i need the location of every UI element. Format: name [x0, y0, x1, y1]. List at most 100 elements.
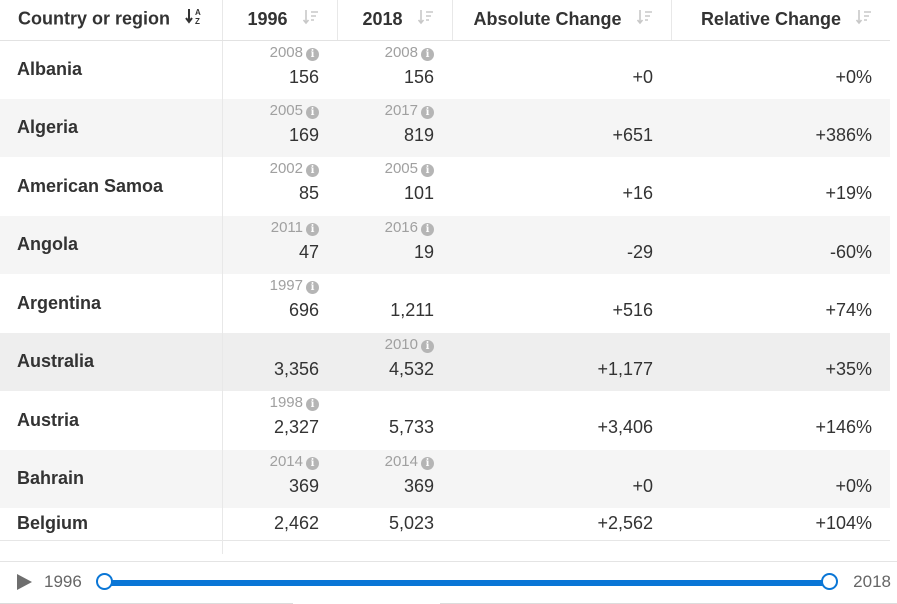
end-value-cell: 5,733: [337, 391, 452, 450]
end-value-cell: 2014 i 369: [337, 449, 452, 508]
start-value: 156: [288, 66, 319, 87]
timeline-end-year: 2018: [853, 572, 891, 591]
info-icon[interactable]: i: [421, 105, 434, 119]
note-year: 2014: [269, 452, 303, 470]
end-year-note[interactable]: 2005 i: [355, 158, 434, 180]
relative-change-value: +35%: [825, 358, 872, 379]
info-icon[interactable]: i: [306, 222, 319, 236]
relative-change-column-header[interactable]: Relative Change: [671, 0, 890, 41]
table-row[interactable]: Argentina 1997 i 696 1,211 +516 +74%: [0, 274, 890, 333]
info-icon[interactable]: i: [421, 222, 434, 236]
absolute-change-cell: +651: [452, 98, 671, 157]
end-year-note[interactable]: 2008 i: [355, 42, 434, 64]
relative-change-cell: +35%: [671, 332, 890, 391]
absolute-change-value: +2,562: [597, 512, 653, 533]
timeline-start-handle[interactable]: [96, 573, 113, 590]
start-value-cell: 2014 i 369: [222, 449, 337, 508]
note-year: 2011: [270, 218, 303, 236]
end-value: 4,532: [388, 358, 434, 379]
country-column-header[interactable]: Country or region A Z: [0, 0, 223, 41]
start-year-note[interactable]: 1998 i: [241, 392, 319, 414]
table-row[interactable]: Bahrain 2014 i 369 2014 i 369 +0 +0%: [0, 449, 890, 508]
sort-desc-icon[interactable]: [417, 9, 434, 30]
end-year-note[interactable]: 2010 i: [355, 334, 434, 356]
end-year-note[interactable]: 2017 i: [355, 100, 434, 122]
table-row[interactable]: Australia 3,356 2010 i 4,532 +1,177 +35%: [0, 332, 890, 391]
relative-change-cell: +19%: [671, 157, 890, 216]
svg-text:A: A: [195, 8, 201, 17]
country-cell: Austria: [0, 391, 223, 450]
relative-change-header-label: Relative Change: [700, 8, 841, 29]
absolute-change-cell: +1,177: [452, 332, 671, 391]
info-icon[interactable]: i: [306, 398, 319, 411]
data-table: Country or region A Z 1996: [0, 0, 890, 554]
absolute-change-cell: +0: [452, 40, 671, 99]
start-year-note[interactable]: 2014 i: [241, 451, 319, 473]
info-icon[interactable]: i: [306, 105, 319, 119]
end-value-cell: 1,211: [337, 274, 452, 333]
table-row[interactable]: Austria 1998 i 2,327 5,733 +3,406 +146%: [0, 391, 890, 450]
country-cell: Albania: [0, 40, 223, 99]
play-icon[interactable]: [17, 574, 32, 590]
timeline-end-handle[interactable]: [821, 573, 838, 590]
table-row[interactable]: Algeria 2005 i 169 2017 i 819 +651 +386%: [0, 98, 890, 157]
end-value-cell: 5,023: [337, 508, 452, 540]
note-year: 2002: [269, 160, 303, 177]
start-year-note[interactable]: 2008 i: [241, 42, 319, 64]
start-value-cell: 2005 i 169: [222, 98, 337, 157]
info-icon[interactable]: i: [306, 47, 319, 61]
info-icon[interactable]: i: [421, 339, 434, 353]
relative-change-cell: +74%: [671, 274, 890, 333]
absolute-change-value: +516: [612, 300, 653, 320]
sort-desc-icon[interactable]: [302, 9, 319, 30]
info-icon[interactable]: i: [421, 164, 434, 177]
end-value: 156: [403, 66, 434, 87]
note-year: 2008: [269, 43, 303, 61]
timeline-slider-track[interactable]: [105, 580, 830, 586]
note-year: 2016: [384, 218, 418, 236]
start-year-note[interactable]: 1997 i: [241, 275, 319, 297]
note-year: 1998: [269, 394, 303, 411]
info-icon[interactable]: i: [306, 281, 319, 294]
relative-change-cell: -60%: [671, 215, 890, 274]
table-row[interactable]: Albania 2008 i 156 2008 i 156 +0 +0%: [0, 40, 890, 99]
absolute-change-value: +16: [622, 183, 653, 203]
country-cell: [0, 539, 223, 554]
note-year: 2008: [384, 43, 418, 61]
sort-desc-icon[interactable]: [855, 9, 872, 30]
end-value: 5,023: [388, 512, 434, 533]
table-row[interactable]: Belgium 2,462 5,023 +2,562 +104%: [0, 508, 890, 540]
end-value: 19: [413, 241, 434, 262]
absolute-change-value: +0: [632, 475, 653, 496]
end-year-note[interactable]: 2016 i: [355, 217, 434, 239]
relative-change-value: +146%: [815, 417, 872, 437]
start-value-cell: 2002 i 85: [222, 157, 337, 216]
end-value: 5,733: [388, 417, 434, 437]
table-row[interactable]: American Samoa 2002 i 85 2005 i 101 +16 +1…: [0, 157, 890, 216]
start-value-cell: 1998 i 2,327: [222, 391, 337, 450]
end-value-cell: 2008 i 156: [337, 40, 452, 99]
table-row[interactable]: Angola 2011 i 47 2016 i 19 -29 -60%: [0, 215, 890, 274]
timeline-start-year: 1996: [44, 572, 82, 591]
start-value-cell: 3,356: [222, 332, 337, 391]
country-header-label: Country or region: [18, 8, 170, 29]
start-value: 85: [298, 183, 319, 203]
note-year: 2014: [384, 452, 418, 470]
end-year-column-header[interactable]: 2018: [337, 0, 453, 41]
info-icon[interactable]: i: [421, 47, 434, 61]
start-year-note[interactable]: 2005 i: [241, 100, 319, 122]
info-icon[interactable]: i: [306, 456, 319, 470]
info-icon[interactable]: i: [306, 164, 319, 177]
relative-change-value: +104%: [815, 512, 872, 533]
table-row-partial: [0, 539, 890, 554]
start-year-note[interactable]: 2002 i: [241, 158, 319, 180]
start-year-note[interactable]: 2011 i: [241, 217, 319, 239]
start-year-column-header[interactable]: 1996: [222, 0, 338, 41]
sort-desc-icon[interactable]: [636, 9, 653, 30]
absolute-change-cell: +2,562: [452, 508, 671, 540]
info-icon[interactable]: i: [421, 456, 434, 470]
data-table-container: Country or region A Z 1996: [0, 0, 890, 554]
absolute-change-column-header[interactable]: Absolute Change: [452, 0, 672, 41]
sort-alpha-asc-icon[interactable]: A Z: [185, 7, 205, 30]
end-year-note[interactable]: 2014 i: [355, 451, 434, 473]
